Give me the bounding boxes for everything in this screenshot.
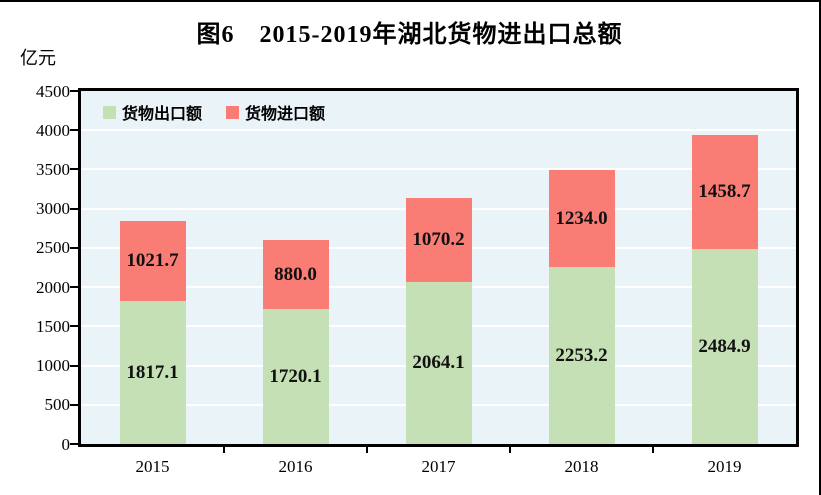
bar-segment: 1070.2	[405, 198, 472, 283]
x-axis-tick-label: 2018	[564, 457, 599, 476]
bar-segment: 1021.7	[119, 221, 186, 302]
gridline	[81, 129, 796, 132]
legend-label: 货物出口额	[122, 106, 203, 123]
y-axis-tick-mark	[70, 286, 78, 289]
x-axis-tick-label: 2016	[278, 457, 313, 476]
y-axis-tick-label: 3000	[36, 199, 70, 219]
bar-segment: 2064.1	[405, 282, 472, 444]
chart-title: 图6 2015-2019年湖北货物进出口总额	[196, 22, 623, 48]
bar-value-label: 1458.7	[698, 180, 751, 202]
x-axis-tick-mark	[223, 447, 225, 453]
x-axis-tick-label: 2019	[707, 457, 742, 476]
bar-group-2018: 1234.0 2253.2	[548, 170, 615, 444]
y-axis-tick-mark	[70, 207, 78, 210]
y-axis-tick-mark	[70, 443, 78, 445]
bar-group-2015: 1021.7 1817.1	[119, 221, 186, 444]
legend-label: 货物进口额	[245, 106, 326, 123]
bar-segment: 2484.9	[691, 249, 758, 444]
bar-value-label: 1070.2	[412, 229, 465, 251]
y-axis-tick-label: 500	[44, 395, 71, 415]
legend-item: 货物出口额	[103, 100, 202, 124]
bar-group-2017: 1070.2 2064.1	[405, 198, 472, 444]
y-axis-tick-label: 3500	[36, 159, 70, 179]
y-axis-tick-label: 4500	[36, 81, 70, 101]
chart-legend: 货物出口额 货物进口额	[103, 100, 325, 124]
bar-value-label: 1021.7	[126, 250, 179, 272]
y-axis-tick-mark	[70, 90, 78, 92]
bar-value-label: 880.0	[274, 263, 317, 285]
y-axis-tick-mark	[70, 364, 78, 367]
bar-segment: 1458.7	[691, 134, 758, 250]
x-axis-tick-mark	[366, 447, 368, 453]
y-axis-tick-mark	[70, 246, 78, 249]
x-axis-tick-mark	[652, 447, 654, 453]
y-axis-tick-mark	[70, 403, 78, 406]
y-axis-tick-mark	[70, 129, 78, 132]
y-axis-tick-label: 1000	[36, 356, 70, 376]
bar-segment: 1234.0	[548, 170, 615, 268]
y-axis-tick-label: 2500	[36, 238, 70, 258]
y-axis-tick-mark	[70, 168, 78, 171]
bar-segment: 1817.1	[119, 301, 186, 444]
bar-value-label: 2484.9	[698, 335, 751, 357]
y-axis-unit-label: 亿元	[20, 48, 56, 68]
y-axis-tick-mark	[70, 325, 78, 328]
legend-swatch-icon	[226, 105, 240, 119]
x-axis-tick-label: 2015	[135, 457, 170, 476]
y-axis-tick-label: 0	[61, 434, 71, 454]
y-axis-tick-label: 2000	[36, 277, 70, 297]
gridline	[81, 168, 796, 171]
bar-segment: 880.0	[262, 240, 329, 310]
bar-value-label: 1720.1	[269, 365, 322, 387]
bar-segment: 1720.1	[262, 309, 329, 444]
y-axis-tick-label: 4000	[36, 120, 70, 140]
x-axis-tick-mark	[509, 447, 511, 453]
bar-value-label: 1234.0	[555, 207, 608, 229]
plot-area: 货物出口额 货物进口额 1021.7 1817.1 880.0 1720.1 1070.2…	[78, 88, 799, 447]
x-axis-tick-label: 2017	[421, 457, 456, 476]
legend-item: 货物进口额	[226, 100, 325, 124]
y-axis-tick-label: 1500	[36, 316, 70, 336]
bar-group-2019: 1458.7 2484.9	[691, 134, 758, 444]
bar-value-label: 2064.1	[412, 352, 465, 374]
bar-segment: 2253.2	[548, 267, 615, 444]
bar-group-2016: 880.0 1720.1	[262, 240, 329, 444]
bar-value-label: 1817.1	[126, 361, 179, 383]
bar-value-label: 2253.2	[555, 344, 608, 366]
legend-swatch-icon	[103, 105, 116, 119]
